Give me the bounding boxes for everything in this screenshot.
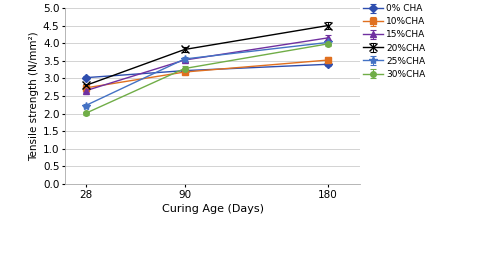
Y-axis label: Tensile strength (N/mm²): Tensile strength (N/mm²)	[28, 31, 38, 161]
X-axis label: Curing Age (Days): Curing Age (Days)	[162, 204, 264, 214]
Legend: 0% CHA, 10%CHA, 15%CHA, 20%CHA, 25%CHA, 30%CHA: 0% CHA, 10%CHA, 15%CHA, 20%CHA, 25%CHA, …	[363, 4, 426, 79]
